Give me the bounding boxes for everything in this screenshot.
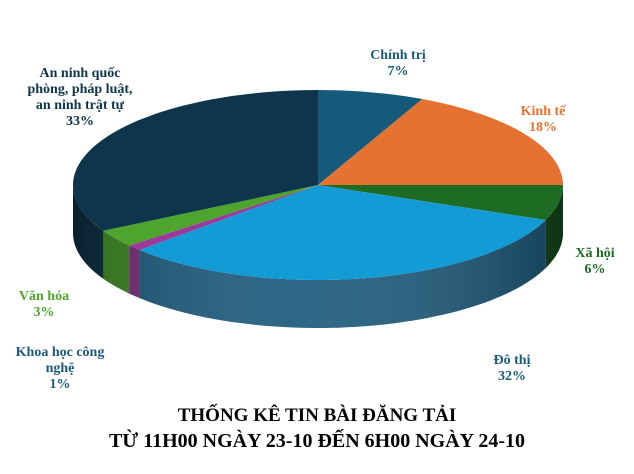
pie-slice-2: [318, 185, 563, 220]
label-percent: 7%: [387, 64, 409, 79]
label-percent: 18%: [528, 120, 557, 135]
label-text: An ninh quốc: [39, 66, 121, 81]
label-percent: 33%: [66, 114, 94, 129]
label-xa-hoi: Xã hội 6%: [575, 246, 614, 278]
label-percent: 6%: [584, 262, 606, 277]
label-van-hoa: Văn hóa 3%: [19, 289, 69, 321]
pie-slice-5: [103, 185, 318, 246]
pie-slice-1: [318, 99, 563, 185]
label-text: phòng, pháp luật,: [27, 82, 133, 97]
pie-slice-0: [318, 90, 423, 185]
label-do-thi: Đô thị 32%: [494, 353, 531, 385]
label-percent: 1%: [49, 377, 71, 392]
label-text: Kinh tế: [520, 104, 566, 119]
label-chinh-tri: Chính trị 7%: [370, 48, 426, 80]
label-text: Chính trị: [370, 48, 426, 63]
label-text: Khoa học công: [15, 345, 105, 360]
label-text: Xã hội: [575, 246, 615, 261]
label-text: Văn hóa: [18, 289, 70, 304]
chart-title-line-1: THỐNG KÊ TIN BÀI ĐĂNG TẢI: [177, 405, 457, 426]
label-text: an ninh trật tự: [35, 98, 125, 113]
pie-side-shading: [73, 185, 563, 328]
chart-title-line-2: TỪ 11H00 NGÀY 23-10 ĐẾN 6H00 NGÀY 24-10: [108, 430, 526, 452]
pie-slice-4: [129, 185, 318, 250]
label-percent: 32%: [497, 369, 526, 384]
label-kinh-te: Kinh tế 18%: [521, 104, 566, 136]
pie-slice-3: [139, 185, 546, 280]
label-khoa-hoc-cong-nghe: Khoa học công nghệ 1%: [16, 345, 105, 393]
label-an-ninh: An ninh quốc phòng, pháp luật, an ninh trậ…: [27, 66, 132, 130]
pie-slice-6: [73, 90, 318, 231]
label-percent: 3%: [33, 305, 55, 320]
label-text: nghệ: [45, 361, 75, 376]
label-text: Đô thị: [493, 353, 531, 368]
